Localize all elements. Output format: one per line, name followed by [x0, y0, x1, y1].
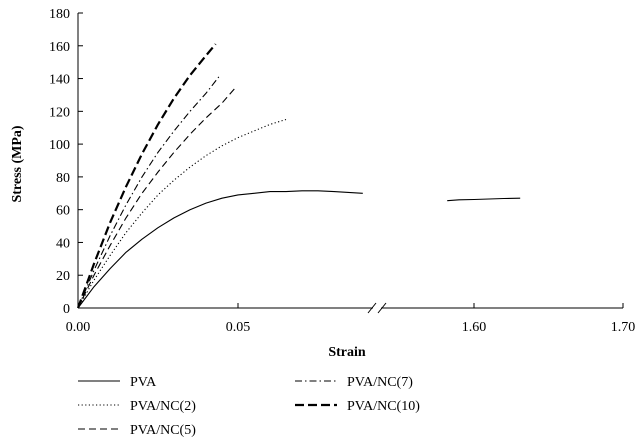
x-tick-label: 1.60: [462, 320, 487, 335]
legend-label: PVA/NC(7): [347, 375, 413, 390]
legend-label: PVA/NC(5): [130, 423, 196, 438]
series-line-pva-nc-2: [77, 118, 287, 309]
y-tick-label: 140: [49, 73, 70, 88]
y-tick-label: 80: [56, 171, 70, 186]
axis-break-mark: [367, 302, 377, 314]
x-tick-label: 0.05: [226, 320, 251, 335]
x-tick-label: 0.00: [66, 320, 91, 335]
series-line-pva: [77, 190, 363, 309]
axis-break-mark: [377, 302, 387, 314]
series-line-pva-nc-7: [77, 76, 220, 309]
x-tick-label: 1.70: [611, 320, 636, 335]
legend-label: PVA/NC(2): [130, 399, 196, 414]
y-tick-label: 180: [49, 7, 70, 22]
y-tick-label: 60: [56, 204, 70, 219]
y-tick-label: 120: [49, 105, 70, 120]
chart-axes: 0 20 40 60 80 100 120 140 160 180 0.00 0.05 1.60 1.70: [49, 7, 635, 335]
y-tick-label: 40: [56, 236, 70, 251]
y-tick-label: 0: [63, 302, 70, 317]
chart-legend: PVA PVA/NC(2) PVA/NC(5) PVA/NC(7) PVA/NC(10): [78, 375, 420, 438]
y-tick-label: 160: [49, 40, 70, 55]
chart-series: [76, 43, 521, 309]
series-line-pva: [447, 197, 521, 202]
series-line-pva-nc-10: [76, 43, 217, 309]
y-tick-label: 20: [56, 269, 70, 284]
y-tick-label: 100: [49, 138, 70, 153]
y-axis-label: Stress (MPa): [10, 125, 25, 202]
legend-label: PVA: [130, 375, 157, 390]
x-axis-label: Strain: [328, 345, 366, 360]
legend-label: PVA/NC(10): [347, 399, 420, 414]
series-line-pva-nc-5: [77, 88, 236, 309]
